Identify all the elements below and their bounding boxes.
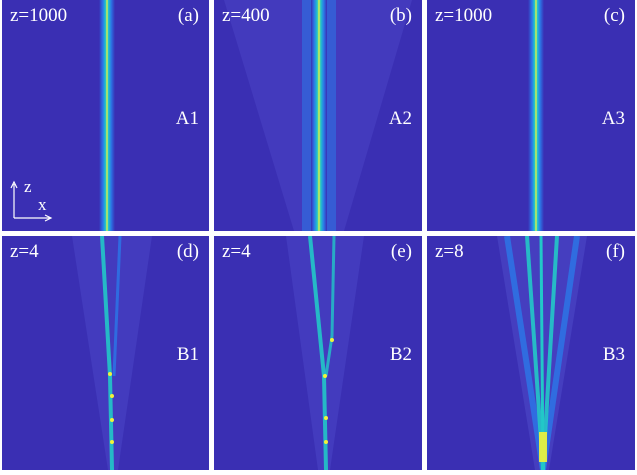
panel-a3: z=1000 (c) A3 <box>427 0 635 231</box>
soliton-b2-1 <box>330 338 334 342</box>
z-label-b2: z=4 <box>222 241 251 262</box>
beam-plot-a1 <box>99 0 115 231</box>
panel-a2: z=400 (b) A2 <box>214 0 422 231</box>
focus-b3 <box>539 432 547 462</box>
beam-plot-a2 <box>224 0 412 231</box>
soliton-b1-2 <box>110 394 114 398</box>
axis-label-x: x <box>38 195 47 214</box>
beam-b3-right <box>540 236 580 470</box>
spread-cone-b1 <box>72 236 152 470</box>
beam-a3 <box>528 0 544 231</box>
z-label-a3: z=1000 <box>435 5 493 26</box>
z-label-a1: z=1000 <box>10 5 68 26</box>
soliton-b1-3 <box>110 418 114 422</box>
beam-plot-b2 <box>286 236 364 470</box>
panel-letter-d: (d) <box>176 241 199 262</box>
soliton-b2-4 <box>324 440 328 444</box>
axes-arrows-icon <box>10 180 53 222</box>
panel-letter-a: (a) <box>177 5 199 26</box>
branch-b1 <box>112 236 122 377</box>
z-label-a2: z=400 <box>222 5 270 26</box>
beam-b3-left <box>504 236 546 470</box>
panel-b2: z=4 (e) B2 <box>214 236 422 470</box>
beam-b3-center <box>539 236 545 470</box>
beam-plot-b1 <box>72 236 152 470</box>
beam-b3-inner-right <box>541 236 559 470</box>
axis-label-z: z <box>24 177 32 196</box>
beam-b3-inner-left <box>525 236 545 470</box>
soliton-b2-3 <box>324 416 328 420</box>
z-label-b1: z=4 <box>10 241 39 262</box>
spread-cone-b2 <box>286 236 364 470</box>
beam-a1 <box>99 0 115 231</box>
panel-code-a3: A3 <box>601 108 625 129</box>
z-label-b3: z=8 <box>435 241 464 262</box>
beam-a2 <box>311 0 327 231</box>
soliton-b2-2 <box>323 374 327 378</box>
panel-letter-f: (f) <box>606 241 625 262</box>
branch-b2 <box>324 236 336 377</box>
panel-a1: z=1000 (a) A1 z x <box>2 0 209 231</box>
axes-indicator: z x <box>10 178 60 222</box>
panel-code-b3: B3 <box>602 344 625 365</box>
panel-code-a1: A1 <box>175 108 199 129</box>
panel-code-a2: A2 <box>388 108 412 129</box>
panel-letter-b: (b) <box>389 5 412 26</box>
panel-b3: z=8 (f) B3 <box>427 236 635 470</box>
panel-code-b2: B2 <box>389 344 412 365</box>
panel-letter-e: (e) <box>390 241 412 262</box>
panel-code-b1: B1 <box>176 344 199 365</box>
beam-plot-b3 <box>497 236 587 470</box>
beam-plot-a3 <box>528 0 544 231</box>
soliton-b1-1 <box>108 372 112 376</box>
panel-b1: z=4 (d) B1 <box>2 236 209 470</box>
soliton-b1-4 <box>110 440 114 444</box>
panel-letter-c: (c) <box>603 5 625 26</box>
